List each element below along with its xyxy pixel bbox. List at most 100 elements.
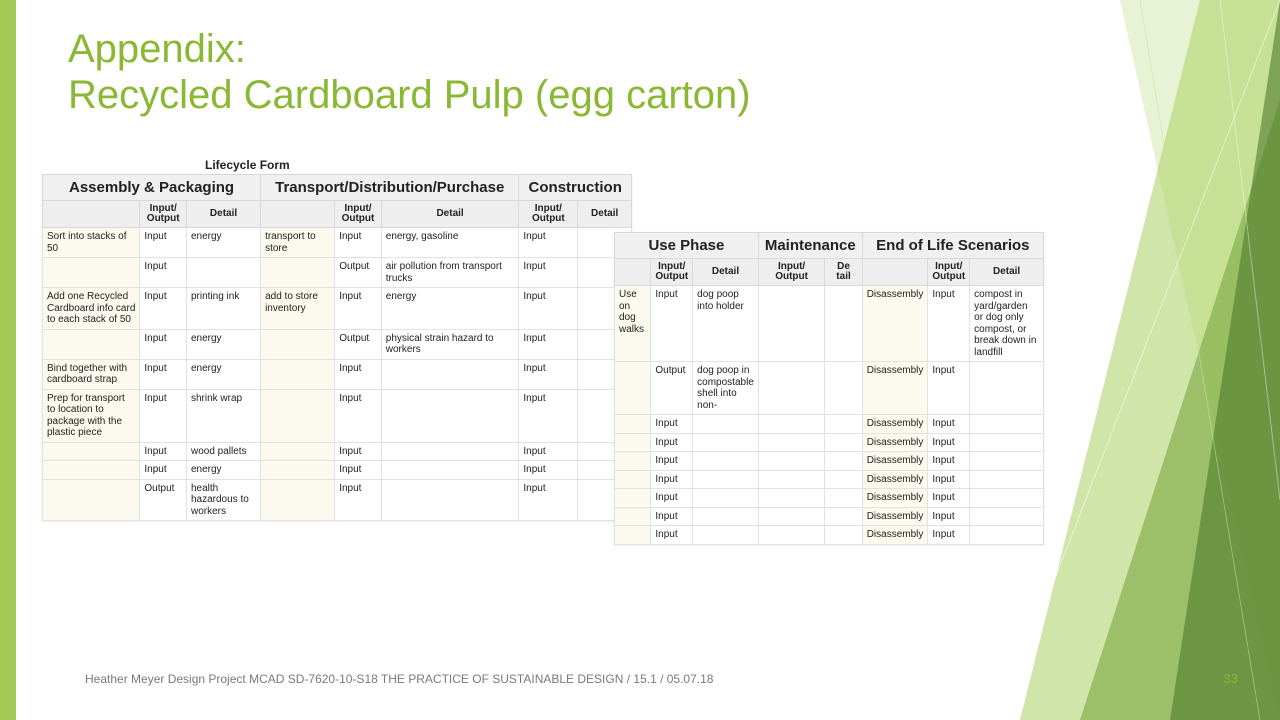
table-cell xyxy=(261,479,335,521)
table-cell xyxy=(825,433,862,452)
table-cell: Input xyxy=(651,452,693,471)
section-header: Use Phase xyxy=(615,233,759,259)
table-cell xyxy=(261,442,335,461)
table-cell: Output xyxy=(140,479,187,521)
table-cell: Input xyxy=(519,258,578,288)
table-cell: Input xyxy=(519,359,578,389)
column-subheader: Detail xyxy=(693,259,759,286)
table-cell xyxy=(970,415,1044,434)
table-cell: Input xyxy=(335,228,382,258)
title-line1: Appendix: xyxy=(68,27,246,71)
section-header: Maintenance xyxy=(758,233,862,259)
table-cell xyxy=(261,359,335,389)
table-cell: Sort into stacks of 50 xyxy=(43,228,140,258)
table-cell xyxy=(261,461,335,480)
table-cell xyxy=(970,470,1044,489)
table-cell xyxy=(381,461,519,480)
table-cell xyxy=(693,452,759,471)
table-cell xyxy=(825,526,862,545)
table-cell xyxy=(261,389,335,442)
table-cell: Disassembly xyxy=(862,526,928,545)
table-cell xyxy=(970,452,1044,471)
table-cell xyxy=(970,489,1044,508)
column-subheader: Input/ Output xyxy=(140,201,187,228)
table-cell: energy xyxy=(381,288,519,330)
table-cell xyxy=(43,329,140,359)
table-cell: Input xyxy=(335,442,382,461)
table-cell: Input xyxy=(519,479,578,521)
table-cell xyxy=(615,470,651,489)
table-cell: Input xyxy=(335,479,382,521)
table-cell xyxy=(970,507,1044,526)
table-cell: energy xyxy=(186,329,260,359)
table-cell: Input xyxy=(928,526,970,545)
table-cell: Input xyxy=(140,288,187,330)
table-cell: shrink wrap xyxy=(186,389,260,442)
table-cell: Input xyxy=(928,362,970,415)
table-cell: Disassembly xyxy=(862,433,928,452)
table-cell: energy, gasoline xyxy=(381,228,519,258)
table-cell: Input xyxy=(519,288,578,330)
table-cell xyxy=(43,479,140,521)
table-cell xyxy=(615,415,651,434)
table-cell: Output xyxy=(651,362,693,415)
column-subheader: De tail xyxy=(825,259,862,286)
table-cell: Input xyxy=(651,489,693,508)
table-cell: energy xyxy=(186,228,260,258)
table-cell: Disassembly xyxy=(862,452,928,471)
table-cell xyxy=(825,415,862,434)
left-accent-bar xyxy=(0,0,16,720)
table-cell: Input xyxy=(928,470,970,489)
table-cell xyxy=(970,362,1044,415)
table-cell xyxy=(825,362,862,415)
table-cell: Disassembly xyxy=(862,489,928,508)
table-cell: Input xyxy=(140,359,187,389)
table-cell: Input xyxy=(928,489,970,508)
table-cell xyxy=(381,389,519,442)
column-subheader: Input/ Output xyxy=(928,259,970,286)
table-cell xyxy=(615,489,651,508)
table-cell: Input xyxy=(928,415,970,434)
table-cell xyxy=(758,433,825,452)
column-subheader xyxy=(261,201,335,228)
table-cell: dog poop into holder xyxy=(693,286,759,362)
table-cell: Input xyxy=(651,286,693,362)
column-subheader: Input/ Output xyxy=(651,259,693,286)
table-cell xyxy=(758,507,825,526)
table-cell xyxy=(693,415,759,434)
lifecycle-form-label: Lifecycle Form xyxy=(205,158,290,172)
table-cell xyxy=(970,433,1044,452)
table-cell: Input xyxy=(519,389,578,442)
column-subheader: Detail xyxy=(578,201,632,228)
table-cell: Input xyxy=(140,389,187,442)
table-cell xyxy=(43,258,140,288)
section-header: End of Life Scenarios xyxy=(862,233,1043,259)
table-cell: Input xyxy=(928,452,970,471)
column-subheader: Detail xyxy=(970,259,1044,286)
table-cell xyxy=(615,433,651,452)
table-cell: energy xyxy=(186,461,260,480)
column-subheader xyxy=(43,201,140,228)
table-cell xyxy=(43,442,140,461)
column-subheader: Input/ Output xyxy=(335,201,382,228)
table-cell xyxy=(758,286,825,362)
table-cell: Bind together with cardboard strap xyxy=(43,359,140,389)
table-cell: Input xyxy=(140,258,187,288)
table-cell xyxy=(693,526,759,545)
table-cell xyxy=(825,507,862,526)
table-cell xyxy=(381,442,519,461)
section-header: Construction xyxy=(519,175,632,201)
section-header: Transport/Distribution/Purchase xyxy=(261,175,519,201)
table-cell: health hazardous to workers xyxy=(186,479,260,521)
table-cell: Input xyxy=(519,461,578,480)
table-cell: dog poop in compostable shell into non- xyxy=(693,362,759,415)
footer-text: Heather Meyer Design Project MCAD SD-762… xyxy=(85,672,713,686)
table-cell xyxy=(381,359,519,389)
table-cell xyxy=(970,526,1044,545)
table-cell: Input xyxy=(335,389,382,442)
table-cell: air pollution from transport trucks xyxy=(381,258,519,288)
table-cell: Use on dog walks xyxy=(615,286,651,362)
table-cell xyxy=(825,286,862,362)
table-cell: Input xyxy=(928,433,970,452)
table-cell: Input xyxy=(335,288,382,330)
